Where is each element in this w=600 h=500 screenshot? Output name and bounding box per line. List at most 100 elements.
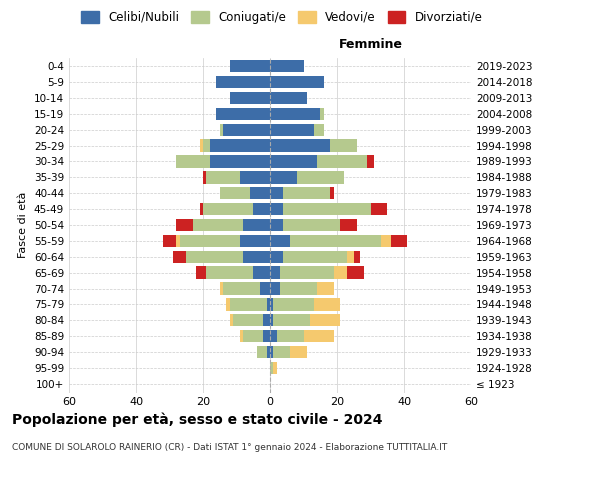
Bar (263, 314, 270, 326)
Bar (340, 219, 357, 231)
Bar (280, 282, 317, 294)
Bar (203, 140, 210, 152)
Bar (230, 60, 270, 72)
Bar (270, 60, 304, 72)
Bar (290, 346, 307, 358)
Bar (317, 156, 367, 168)
Bar (176, 156, 210, 168)
Bar (331, 140, 357, 152)
Text: Popolazione per età, sesso e stato civile - 2024: Popolazione per età, sesso e stato civil… (12, 412, 383, 427)
Bar (240, 171, 270, 183)
Bar (223, 124, 270, 136)
Bar (230, 92, 270, 104)
Bar (270, 76, 323, 88)
Bar (367, 156, 374, 168)
Bar (317, 282, 334, 294)
Bar (210, 156, 270, 168)
Bar (270, 330, 277, 342)
Legend: Celibi/Nubili, Coniugati/e, Vedovi/e, Divorziati/e: Celibi/Nubili, Coniugati/e, Vedovi/e, Di… (81, 11, 483, 24)
Bar (270, 171, 297, 183)
Bar (173, 250, 186, 263)
Bar (243, 219, 270, 231)
Bar (314, 298, 340, 310)
Bar (266, 346, 270, 358)
Bar (176, 234, 179, 247)
Bar (210, 140, 270, 152)
Bar (380, 234, 391, 247)
Bar (283, 203, 371, 215)
Bar (270, 298, 274, 310)
Bar (283, 250, 347, 263)
Bar (253, 203, 270, 215)
Bar (163, 234, 176, 247)
Bar (223, 282, 260, 294)
Bar (220, 282, 223, 294)
Bar (280, 266, 334, 279)
Bar (274, 298, 314, 310)
Bar (230, 298, 266, 310)
Bar (193, 219, 243, 231)
Bar (220, 124, 223, 136)
Bar (240, 234, 270, 247)
Bar (203, 171, 206, 183)
Bar (270, 266, 280, 279)
Bar (196, 266, 206, 279)
Bar (270, 156, 317, 168)
Bar (179, 234, 240, 247)
Bar (270, 140, 331, 152)
Bar (283, 187, 330, 200)
Bar (240, 330, 243, 342)
Bar (371, 203, 387, 215)
Bar (270, 234, 290, 247)
Bar (220, 187, 250, 200)
Bar (270, 108, 320, 120)
Bar (270, 346, 274, 358)
Bar (270, 282, 280, 294)
Bar (270, 124, 314, 136)
Bar (200, 203, 203, 215)
Text: COMUNE DI SOLAROLO RAINERIO (CR) - Dati ISTAT 1° gennaio 2024 - Elaborazione TUT: COMUNE DI SOLAROLO RAINERIO (CR) - Dati … (12, 442, 447, 452)
Bar (297, 171, 344, 183)
Bar (233, 314, 263, 326)
Bar (266, 298, 270, 310)
Bar (217, 76, 270, 88)
Bar (334, 266, 347, 279)
Bar (203, 203, 253, 215)
Bar (283, 219, 340, 231)
Bar (250, 187, 270, 200)
Bar (270, 250, 283, 263)
Bar (331, 187, 334, 200)
Bar (217, 108, 270, 120)
Bar (226, 298, 230, 310)
Bar (200, 140, 203, 152)
Bar (310, 314, 340, 326)
Bar (176, 219, 193, 231)
Bar (270, 92, 307, 104)
Bar (290, 234, 380, 247)
Bar (347, 266, 364, 279)
Bar (270, 219, 283, 231)
Bar (277, 330, 304, 342)
Bar (354, 250, 361, 263)
Bar (391, 234, 407, 247)
Bar (274, 346, 290, 358)
Bar (270, 362, 274, 374)
Bar (274, 314, 310, 326)
Bar (270, 314, 274, 326)
Bar (260, 282, 270, 294)
Bar (320, 108, 323, 120)
Bar (257, 346, 266, 358)
Bar (274, 362, 277, 374)
Bar (270, 187, 283, 200)
Bar (253, 266, 270, 279)
Bar (206, 266, 253, 279)
Bar (186, 250, 243, 263)
Y-axis label: Fasce di età: Fasce di età (19, 192, 28, 258)
Text: Femmine: Femmine (338, 38, 403, 51)
Y-axis label: Anni di nascita: Anni di nascita (599, 184, 600, 266)
Bar (263, 330, 270, 342)
Bar (243, 330, 263, 342)
Bar (314, 124, 323, 136)
Bar (347, 250, 354, 263)
Bar (230, 314, 233, 326)
